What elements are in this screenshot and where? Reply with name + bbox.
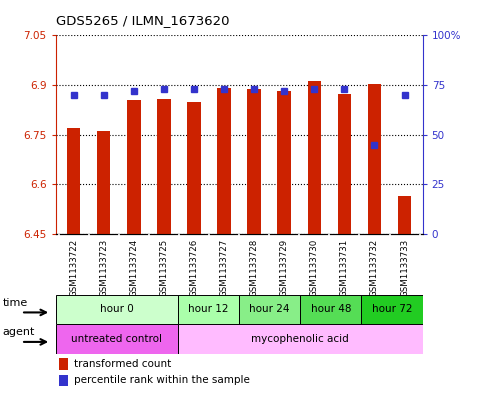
Bar — [300, 295, 361, 324]
Bar — [361, 295, 423, 324]
Bar — [277, 91, 291, 234]
Bar — [178, 324, 423, 354]
Bar — [368, 84, 381, 234]
Bar — [178, 295, 239, 324]
Bar — [239, 295, 300, 324]
Text: GSM1133725: GSM1133725 — [159, 239, 169, 297]
Bar — [338, 94, 351, 234]
Text: GSM1133727: GSM1133727 — [220, 239, 228, 297]
Text: GSM1133722: GSM1133722 — [69, 239, 78, 297]
Bar — [217, 88, 231, 234]
Text: GSM1133726: GSM1133726 — [189, 239, 199, 297]
Bar — [67, 128, 80, 234]
Text: mycophenolic acid: mycophenolic acid — [251, 334, 349, 344]
Bar — [157, 99, 170, 234]
Bar — [187, 102, 201, 234]
Bar — [97, 131, 111, 234]
Text: percentile rank within the sample: percentile rank within the sample — [74, 375, 250, 386]
Text: GSM1133724: GSM1133724 — [129, 239, 138, 297]
Text: untreated control: untreated control — [71, 334, 162, 344]
Text: time: time — [3, 298, 28, 308]
Text: GSM1133728: GSM1133728 — [250, 239, 258, 297]
Text: hour 24: hour 24 — [249, 305, 290, 314]
Bar — [127, 100, 141, 234]
Text: GSM1133730: GSM1133730 — [310, 239, 319, 297]
Text: hour 48: hour 48 — [311, 305, 351, 314]
Bar — [59, 358, 69, 370]
Bar — [56, 324, 178, 354]
Text: GSM1133733: GSM1133733 — [400, 239, 409, 297]
Text: GSM1133729: GSM1133729 — [280, 239, 289, 297]
Text: agent: agent — [3, 327, 35, 338]
Bar — [59, 375, 69, 386]
Text: GSM1133732: GSM1133732 — [370, 239, 379, 297]
Text: transformed count: transformed count — [74, 359, 171, 369]
Text: GSM1133731: GSM1133731 — [340, 239, 349, 297]
Text: hour 12: hour 12 — [188, 305, 229, 314]
Text: GSM1133723: GSM1133723 — [99, 239, 108, 297]
Text: GDS5265 / ILMN_1673620: GDS5265 / ILMN_1673620 — [56, 15, 229, 28]
Text: hour 0: hour 0 — [100, 305, 134, 314]
Bar — [308, 81, 321, 234]
Bar — [398, 196, 412, 234]
Bar — [56, 295, 178, 324]
Bar — [247, 89, 261, 234]
Text: hour 72: hour 72 — [372, 305, 412, 314]
